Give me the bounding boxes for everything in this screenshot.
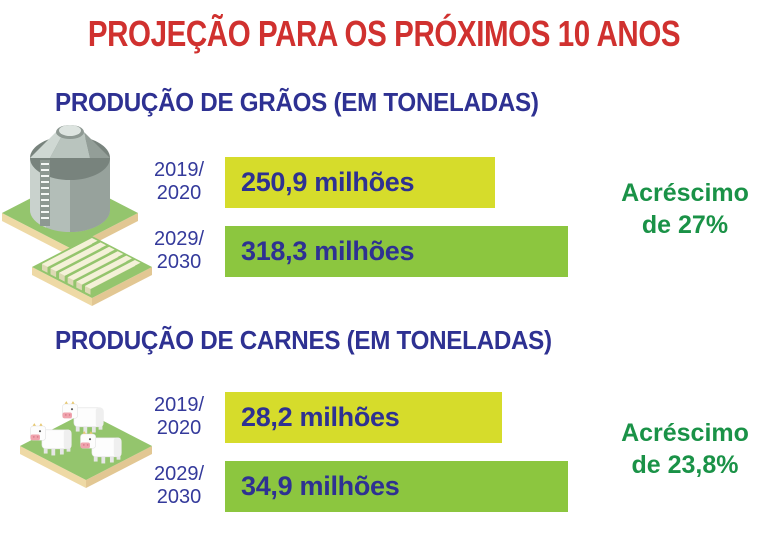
period-line1: 2019/ <box>153 394 205 416</box>
increase-note-meat: Acréscimo de 23,8% <box>600 417 768 481</box>
bar-value: 250,9 milhões <box>241 167 415 197</box>
period-line2: 2030 <box>156 486 202 508</box>
bar-meat-2029-2030: 34,9 milhões <box>225 461 568 512</box>
period-label: 2029/ 2030 <box>140 228 218 274</box>
increase-line2: de 27% <box>641 211 729 239</box>
increase-line1: Acréscimo <box>621 179 749 207</box>
bar-value: 28,2 milhões <box>241 402 400 432</box>
bar-value: 318,3 milhões <box>241 236 415 266</box>
increase-line2: de 23,8% <box>631 451 739 479</box>
cattle-herd-illustration <box>20 400 152 488</box>
bar-grains-2019-2020: 250,9 milhões <box>225 157 495 208</box>
page-title: PROJEÇÃO PARA OS PRÓXIMOS 10 ANOS <box>87 13 681 54</box>
period-line2: 2030 <box>156 251 202 273</box>
increase-note-grains: Acréscimo de 27% <box>600 177 768 241</box>
period-label: 2019/ 2020 <box>140 394 218 440</box>
period-line2: 2020 <box>156 417 202 439</box>
cattle-icon <box>10 378 162 510</box>
increase-line1: Acréscimo <box>621 419 749 447</box>
crop-field-icon <box>32 236 152 306</box>
grain-silo-and-field-illustration <box>2 125 152 306</box>
bar-grains-2029-2030: 318,3 milhões <box>225 226 568 277</box>
period-line2: 2020 <box>156 182 202 204</box>
bar-meat-2019-2020: 28,2 milhões <box>225 392 502 443</box>
grain-silo-icon <box>2 125 138 256</box>
period-line1: 2019/ <box>153 159 205 181</box>
period-label: 2029/ 2030 <box>140 463 218 509</box>
period-line1: 2029/ <box>153 463 205 485</box>
section-heading-meat: PRODUÇÃO DE CARNES (EM TONELADAS) <box>55 325 552 355</box>
section-heading-grains: PRODUÇÃO DE GRÃOS (EM TONELADAS) <box>55 87 539 117</box>
period-label: 2019/ 2020 <box>140 159 218 205</box>
period-line1: 2029/ <box>153 228 205 250</box>
grains-icon <box>2 114 154 310</box>
bar-value: 34,9 milhões <box>241 471 400 501</box>
